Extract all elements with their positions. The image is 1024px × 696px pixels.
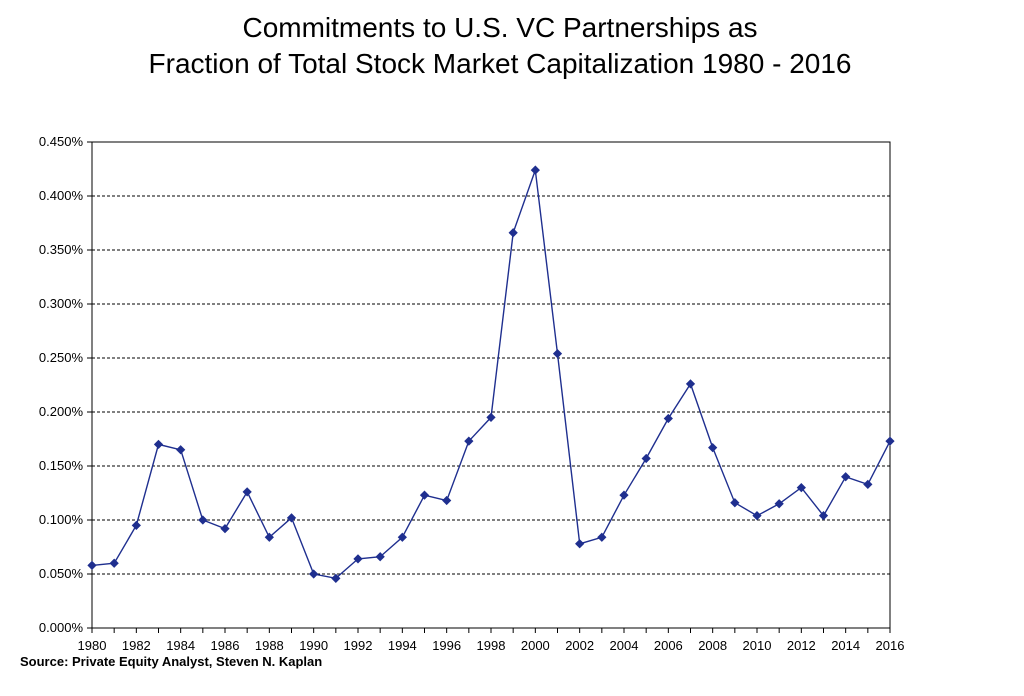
chart-title: Commitments to U.S. VC Partnerships as F… (0, 10, 1000, 82)
data-point (619, 490, 629, 500)
x-tick-label: 1998 (477, 638, 506, 653)
data-point (530, 165, 540, 175)
data-point (685, 379, 696, 389)
data-point (552, 349, 563, 359)
x-tick-label: 1996 (432, 638, 461, 653)
x-tick-label: 2010 (743, 638, 772, 653)
data-point (575, 539, 585, 549)
y-tick-label: 0.450% (39, 134, 84, 149)
data-point (730, 498, 740, 508)
x-tick-label: 1982 (122, 638, 151, 653)
data-point (87, 560, 97, 570)
data-point (641, 453, 651, 464)
data-point (198, 515, 208, 525)
x-tick-label: 1988 (255, 638, 284, 653)
data-point (774, 499, 784, 509)
y-tick-label: 0.400% (39, 188, 84, 203)
x-tick-label: 2002 (565, 638, 594, 653)
data-point (353, 554, 363, 564)
data-point (508, 228, 518, 238)
data-point (885, 436, 895, 446)
x-tick-label: 2014 (831, 638, 860, 653)
data-point (309, 569, 319, 579)
y-tick-label: 0.200% (39, 404, 84, 419)
data-point (841, 472, 851, 482)
series (87, 165, 895, 583)
x-tick-label: 1994 (388, 638, 417, 653)
x-tick-label: 2000 (521, 638, 550, 653)
series-line (91, 169, 891, 580)
data-point (375, 552, 385, 562)
y-tick-label: 0.050% (39, 566, 84, 581)
chart-title-line-1: Commitments to U.S. VC Partnerships as (242, 12, 758, 43)
y-tick-label: 0.250% (39, 350, 84, 365)
y-tick-label: 0.100% (39, 512, 84, 527)
data-point (818, 511, 829, 521)
x-tick-label: 2008 (698, 638, 727, 653)
data-point (663, 413, 673, 424)
data-point (486, 412, 496, 423)
x-tick-label: 1990 (299, 638, 328, 653)
data-point (863, 479, 873, 489)
axes: 0.000% 0.050% 0.100% 0.150% 0.200% 0.250% 0.30… (39, 134, 905, 653)
data-point (397, 532, 407, 542)
data-point (597, 532, 607, 542)
data-point (242, 487, 252, 497)
data-point (109, 558, 119, 568)
y-tick-label: 0.150% (39, 458, 84, 473)
y-tick-label: 0.350% (39, 242, 84, 257)
data-point (176, 445, 186, 455)
x-tick-label: 1992 (344, 638, 373, 653)
data-point (442, 495, 452, 506)
data-point (752, 511, 762, 521)
x-tick-label: 2004 (610, 638, 639, 653)
x-tick-label: 1984 (166, 638, 195, 653)
data-point (220, 524, 230, 534)
x-tick-label: 1980 (78, 638, 107, 653)
y-tick-label: 0.000% (39, 620, 84, 635)
x-tick-label: 2006 (654, 638, 683, 653)
x-tick-label: 2016 (876, 638, 905, 653)
data-point (419, 490, 430, 500)
data-point (286, 513, 297, 523)
x-tick-label: 2012 (787, 638, 816, 653)
plot-area (91, 141, 891, 629)
data-point (464, 436, 474, 446)
chart-title-line-2: Fraction of Total Stock Market Capitaliz… (148, 48, 852, 79)
data-point (331, 573, 341, 583)
data-point (796, 482, 806, 493)
data-point (131, 520, 141, 531)
data-point (264, 532, 274, 542)
data-point (153, 439, 164, 450)
data-point (708, 443, 718, 453)
y-tick-label: 0.300% (39, 296, 84, 311)
source-note: Source: Private Equity Analyst, Steven N… (20, 654, 323, 669)
x-tick-label: 1986 (211, 638, 240, 653)
